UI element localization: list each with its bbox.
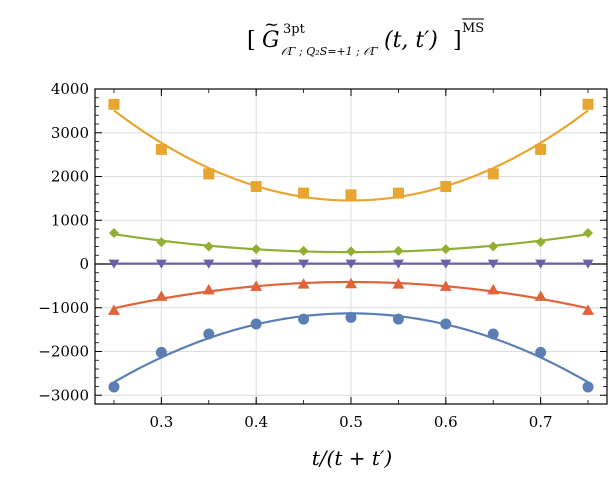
y-tick-label: −3000 bbox=[38, 386, 89, 404]
series-2-point-8 bbox=[487, 259, 499, 269]
series-2 bbox=[108, 259, 594, 269]
series-3-point-6 bbox=[392, 278, 405, 289]
x-tick-labels: 0.3 0.4 0.5 0.6 0.7 bbox=[149, 413, 552, 431]
series-1-point-4 bbox=[298, 245, 309, 256]
x-tick-label: 0.6 bbox=[434, 413, 458, 431]
series-2-point-5 bbox=[345, 259, 357, 269]
series-layer bbox=[107, 98, 595, 393]
series-3-point-3 bbox=[250, 280, 263, 291]
y-tick-labels: −3000 −2000 −1000 0 1000 2000 3000 4000 bbox=[38, 80, 89, 404]
series-2-point-0 bbox=[108, 259, 120, 269]
series-4-point-0 bbox=[108, 381, 120, 393]
series-1-point-2 bbox=[203, 241, 214, 252]
series-3-point-2 bbox=[202, 283, 215, 295]
title-scheme: MS bbox=[462, 21, 484, 36]
series-3-point-9 bbox=[534, 290, 547, 301]
series-4-point-7 bbox=[440, 318, 452, 330]
x-tick-label: 0.5 bbox=[339, 413, 363, 431]
series-1-point-3 bbox=[251, 244, 262, 255]
series-4-point-8 bbox=[487, 328, 499, 340]
x-axis-label: t/(t + t′) bbox=[312, 446, 392, 470]
series-2-point-4 bbox=[298, 259, 310, 269]
series-3-point-4 bbox=[297, 278, 310, 289]
title-superscript: 3pt bbox=[283, 22, 306, 37]
series-0-point-7 bbox=[440, 181, 452, 193]
series-3-point-8 bbox=[487, 283, 500, 295]
series-3-point-7 bbox=[439, 280, 452, 291]
series-3-point-1 bbox=[155, 290, 168, 301]
series-0-line bbox=[113, 109, 589, 202]
y-tick-label: 1000 bbox=[51, 211, 89, 229]
x-tick-label: 0.3 bbox=[149, 413, 173, 431]
series-2-point-2 bbox=[203, 259, 215, 269]
title-open-bracket: [ bbox=[247, 28, 256, 53]
series-1-point-6 bbox=[393, 245, 404, 256]
series-1-point-0 bbox=[108, 227, 119, 238]
series-4 bbox=[108, 311, 594, 393]
series-3-point-10 bbox=[582, 304, 595, 315]
series-1-point-5 bbox=[346, 246, 356, 257]
title-tilde: ~ bbox=[264, 14, 279, 35]
title-subscript: 𝒪Γ ; Q₂S=+1 ; 𝒪Γ bbox=[281, 45, 378, 58]
x-tick-label: 0.7 bbox=[529, 413, 553, 431]
series-0-point-4 bbox=[298, 187, 310, 199]
y-tick-label: 4000 bbox=[51, 80, 89, 98]
series-2-point-1 bbox=[155, 259, 167, 269]
series-0-point-9 bbox=[535, 143, 547, 155]
series-0-point-3 bbox=[250, 181, 262, 193]
y-tick-label: −1000 bbox=[38, 299, 89, 317]
series-4-point-4 bbox=[298, 313, 310, 325]
series-0-point-1 bbox=[155, 143, 167, 155]
series-4-point-1 bbox=[155, 346, 167, 358]
title-close-bracket: ] bbox=[453, 28, 462, 53]
series-2-point-6 bbox=[392, 259, 404, 269]
series-0-point-10 bbox=[582, 98, 594, 110]
series-1-point-10 bbox=[583, 227, 594, 238]
series-2-point-9 bbox=[535, 259, 547, 269]
series-3 bbox=[107, 277, 595, 315]
series-4-point-10 bbox=[582, 381, 594, 393]
series-2-point-3 bbox=[250, 259, 262, 269]
series-2-point-7 bbox=[440, 259, 452, 269]
y-tick-label: 2000 bbox=[51, 168, 89, 186]
series-4-point-9 bbox=[535, 346, 547, 358]
series-3-point-5 bbox=[345, 277, 357, 289]
y-tick-label: 3000 bbox=[51, 124, 89, 142]
series-0-point-0 bbox=[108, 98, 120, 110]
series-3-point-0 bbox=[107, 304, 120, 315]
series-0-point-6 bbox=[392, 187, 404, 199]
chart-title: [ G ~ 3pt 𝒪Γ ; Q₂S=+1 ; 𝒪Γ (t, t′) ] MS bbox=[247, 14, 484, 58]
series-0 bbox=[108, 98, 594, 202]
series-1-point-1 bbox=[156, 237, 167, 248]
series-4-point-5 bbox=[345, 311, 357, 323]
title-g: G bbox=[262, 28, 280, 53]
title-args: (t, t′) bbox=[384, 28, 438, 53]
y-tick-label: −2000 bbox=[38, 343, 89, 361]
ticks bbox=[95, 88, 607, 405]
series-2-point-10 bbox=[582, 259, 594, 269]
series-0-point-2 bbox=[203, 168, 215, 180]
series-4-point-3 bbox=[250, 318, 262, 330]
series-1-point-7 bbox=[440, 244, 451, 255]
series-1 bbox=[108, 227, 594, 257]
x-tick-label: 0.4 bbox=[244, 413, 268, 431]
series-1-point-9 bbox=[535, 237, 546, 248]
series-4-point-2 bbox=[203, 328, 215, 340]
series-1-point-8 bbox=[488, 241, 499, 252]
series-0-point-8 bbox=[487, 168, 499, 180]
series-0-point-5 bbox=[345, 189, 357, 201]
y-tick-label: 0 bbox=[79, 255, 89, 273]
series-4-point-6 bbox=[392, 313, 404, 325]
